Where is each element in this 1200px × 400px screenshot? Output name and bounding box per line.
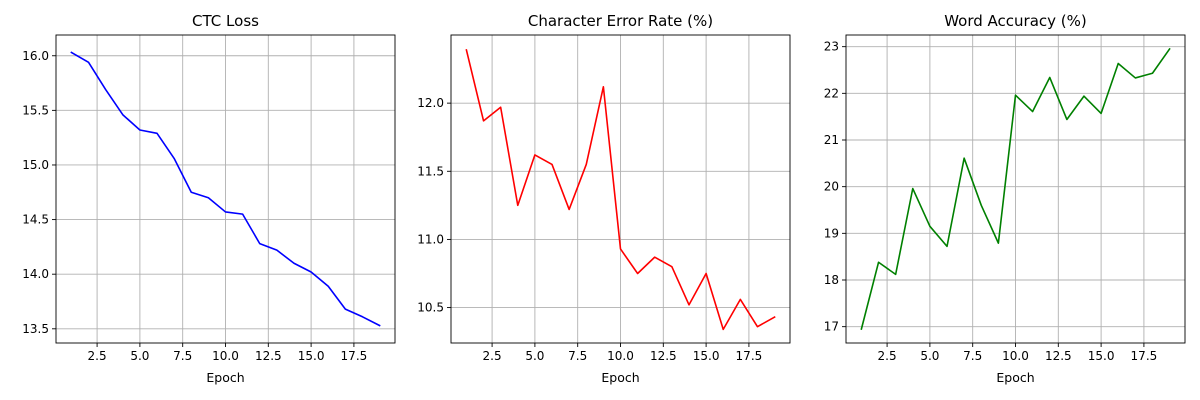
chart-2-x-tick-label: 12.5	[650, 349, 677, 363]
chart-1-series-line	[70, 51, 381, 327]
chart-2-x-tick-label: 2.5	[483, 349, 502, 363]
chart-1-x-axis-label: Epoch	[206, 370, 244, 385]
chart-2-x-tick-label: 5.0	[525, 349, 544, 363]
chart-1-y-tick-label: 15.5	[22, 103, 49, 117]
chart-2-y-tick-label: 10.5	[417, 301, 444, 315]
chart-3-y-tick-label: 23	[824, 40, 839, 54]
chart-2-x-tick-label: 15.0	[693, 349, 720, 363]
chart-2-x-tick-label: 10.0	[607, 349, 634, 363]
chart-1-x-tick-label: 12.5	[255, 349, 282, 363]
chart-1-title: CTC Loss	[192, 12, 259, 30]
chart-2-x-axis-label: Epoch	[601, 370, 639, 385]
chart-3-x-tick-label: 2.5	[878, 349, 897, 363]
chart-3-series-line	[860, 47, 1171, 330]
chart-1-x-tick-label: 15.0	[298, 349, 325, 363]
chart-3: 2.5 5.0 7.5 10.0 12.5 15.0 17.5 17 18 19 20 21 22 23 W…	[824, 12, 1186, 385]
chart-1-x-tick-label: 10.0	[212, 349, 239, 363]
chart-3-y-tick-label: 19	[824, 226, 839, 240]
chart-3-y-tick-label: 22	[824, 86, 839, 100]
chart-1: 2.5 5.0 7.5 10.0 12.5 15.0 17.5 13.5 14.0 14.5 15.…	[22, 12, 396, 385]
chart-3-axes-frame	[845, 34, 1186, 344]
chart-2: 2.5 5.0 7.5 10.0 12.5 15.0 17.5 10.5 11.0 11.5 12.…	[417, 12, 791, 385]
chart-3-x-tick-label: 15.0	[1088, 349, 1115, 363]
chart-1-axes-frame	[55, 34, 396, 344]
chart-3-y-tick-label: 17	[824, 320, 839, 334]
chart-1-x-tick-label: 2.5	[88, 349, 107, 363]
chart-3-x-tick-label: 5.0	[920, 349, 939, 363]
chart-2-x-tick-label: 7.5	[568, 349, 587, 363]
chart-2-y-tick-label: 11.5	[417, 164, 444, 178]
chart-2-title: Character Error Rate (%)	[528, 12, 713, 30]
chart-1-y-tick-label: 13.5	[22, 322, 49, 336]
chart-3-y-tick-label: 20	[824, 180, 839, 194]
chart-2-y-tick-label: 11.0	[417, 232, 444, 246]
chart-3-x-tick-label: 10.0	[1002, 349, 1029, 363]
chart-1-y-tick-label: 14.0	[22, 267, 49, 281]
chart-3-x-axis-label: Epoch	[996, 370, 1034, 385]
chart-2-series-line	[465, 49, 776, 331]
chart-3-y-tick-label: 21	[824, 133, 839, 147]
chart-2-y-tick-label: 12.0	[417, 96, 444, 110]
chart-1-y-tick-label: 14.5	[22, 213, 49, 227]
chart-3-x-tick-label: 17.5	[1131, 349, 1158, 363]
chart-3-x-tick-label: 7.5	[963, 349, 982, 363]
chart-2-x-tick-label: 17.5	[736, 349, 763, 363]
chart-2-axes-frame	[450, 34, 791, 344]
chart-3-x-tick-label: 12.5	[1045, 349, 1072, 363]
chart-1-x-tick-label: 5.0	[130, 349, 149, 363]
chart-3-y-tick-label: 18	[824, 273, 839, 287]
chart-1-y-tick-label: 16.0	[22, 49, 49, 63]
chart-1-x-tick-label: 17.5	[341, 349, 368, 363]
chart-1-y-tick-label: 15.0	[22, 158, 49, 172]
chart-3-title: Word Accuracy (%)	[944, 12, 1087, 30]
chart-1-x-tick-label: 7.5	[173, 349, 192, 363]
